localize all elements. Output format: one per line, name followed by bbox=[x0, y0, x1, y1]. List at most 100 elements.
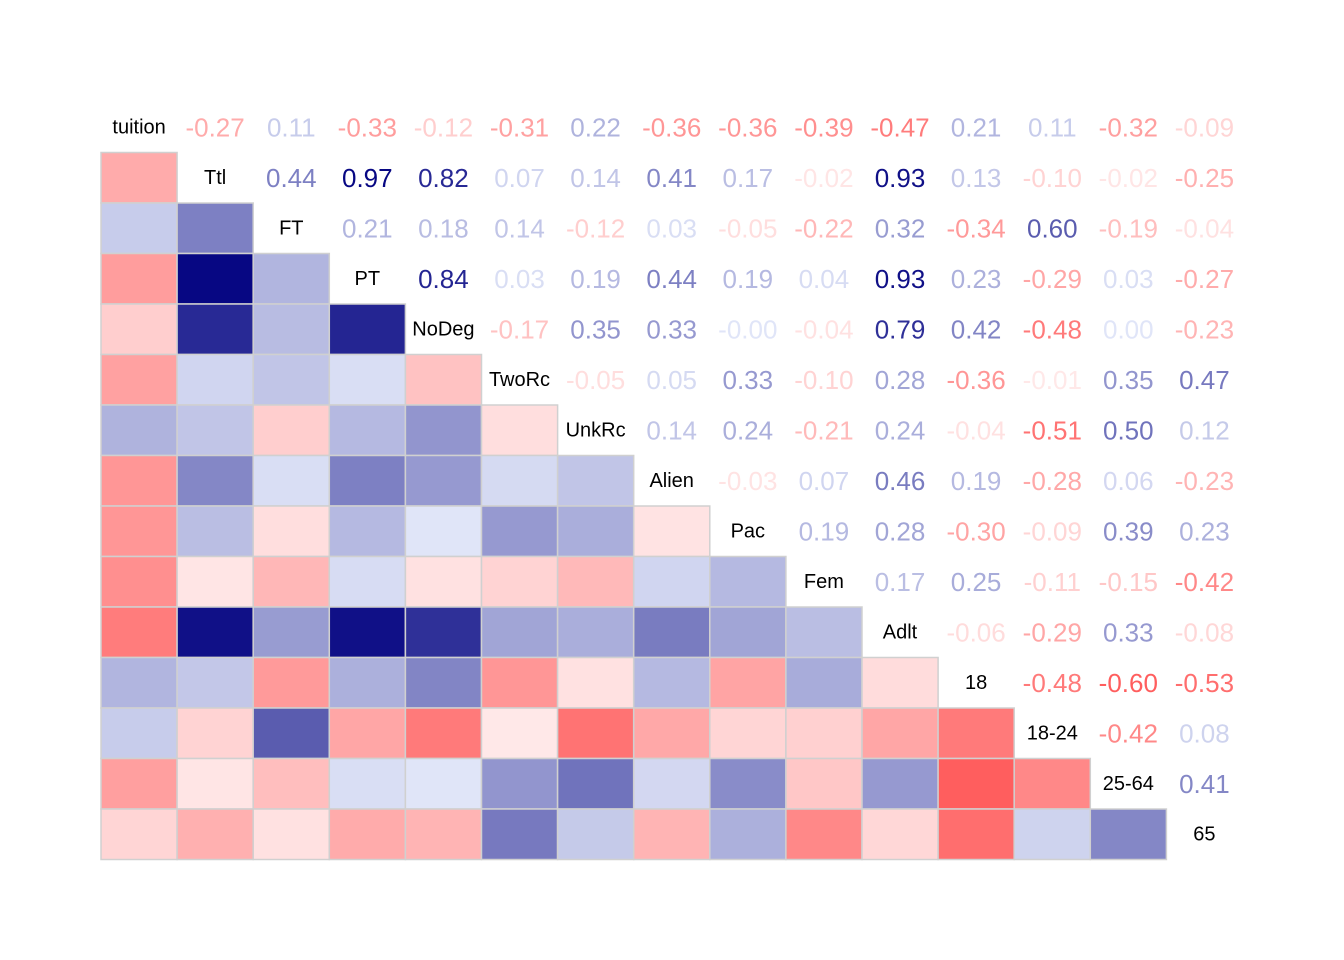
variable-label-alien: Alien bbox=[649, 470, 693, 492]
value-label-ft-pt: 0.21 bbox=[342, 213, 393, 243]
variable-label-25-64: 25-64 bbox=[1103, 773, 1154, 795]
tile-nodeg-ft bbox=[252, 303, 331, 356]
tile-18-24-18 bbox=[937, 707, 1015, 760]
value-label-ft-tworc: 0.14 bbox=[494, 213, 545, 243]
tile-18-adlt bbox=[861, 656, 939, 709]
value-label-tworc-25-64: 0.35 bbox=[1103, 365, 1154, 395]
tile-adlt-nodeg bbox=[404, 606, 483, 659]
value-label-pt-tworc: 0.03 bbox=[494, 264, 545, 294]
value-label-tworc-pac: 0.33 bbox=[722, 365, 773, 395]
value-label-nodeg-fem: -0.04 bbox=[794, 314, 853, 344]
value-label-18-18-24: -0.48 bbox=[1023, 668, 1082, 698]
tile-18-tuition bbox=[100, 656, 178, 709]
variable-label-pac: Pac bbox=[731, 520, 765, 542]
tile-18-24-ttl bbox=[176, 707, 254, 760]
tile-nodeg-ttl bbox=[176, 303, 254, 356]
tile-18-ttl bbox=[176, 656, 254, 709]
tile-25-64-pac bbox=[709, 757, 787, 810]
tile-pac-ttl bbox=[176, 505, 254, 558]
value-label-ft-65: -0.04 bbox=[1175, 213, 1234, 243]
value-label-18-24-65: 0.08 bbox=[1179, 718, 1230, 748]
tile-ttl-tuition bbox=[100, 151, 178, 204]
tile-65-alien bbox=[632, 808, 711, 861]
tile-25-64-nodeg bbox=[404, 757, 483, 810]
tile-18-24-unkrc bbox=[556, 707, 635, 760]
value-label-unkrc-fem: -0.21 bbox=[794, 415, 853, 445]
value-label-ttl-nodeg: 0.82 bbox=[418, 163, 469, 193]
variable-label-pt: PT bbox=[355, 268, 381, 290]
value-label-alien-18-24: -0.28 bbox=[1023, 466, 1082, 496]
tile-25-64-tworc bbox=[480, 757, 559, 810]
variable-label-fem: Fem bbox=[804, 571, 844, 593]
value-label-pt-fem: 0.04 bbox=[799, 264, 850, 294]
tile-alien-pt bbox=[328, 454, 407, 507]
value-label-pt-18: 0.23 bbox=[951, 264, 1002, 294]
tile-18-tworc bbox=[480, 656, 559, 709]
tile-18-unkrc bbox=[556, 656, 635, 709]
variable-label-tuition: tuition bbox=[112, 116, 165, 138]
value-label-ttl-25-64: -0.02 bbox=[1099, 163, 1158, 193]
tile-ft-ttl bbox=[176, 202, 254, 255]
tile-fem-tuition bbox=[100, 555, 178, 608]
tile-18-nodeg bbox=[404, 656, 483, 709]
tile-18-alien bbox=[632, 656, 711, 709]
value-label-tworc-18-24: -0.01 bbox=[1023, 365, 1082, 395]
tile-65-tworc bbox=[480, 808, 559, 861]
value-label-tworc-18: -0.36 bbox=[946, 365, 1005, 395]
value-label-tworc-65: 0.47 bbox=[1179, 365, 1230, 395]
value-label-tworc-alien: 0.05 bbox=[646, 365, 697, 395]
value-label-alien-adlt: 0.46 bbox=[875, 466, 926, 496]
value-label-unkrc-18: -0.04 bbox=[946, 415, 1005, 445]
tile-adlt-ft bbox=[252, 606, 331, 659]
value-label-fem-adlt: 0.17 bbox=[875, 567, 926, 597]
value-label-ttl-ft: 0.44 bbox=[266, 163, 317, 193]
tile-nodeg-pt bbox=[328, 303, 407, 356]
tile-alien-tuition bbox=[100, 454, 178, 507]
tile-25-64-tuition bbox=[100, 757, 178, 810]
tile-18-24-ft bbox=[252, 707, 331, 760]
value-label-tuition-pac: -0.36 bbox=[718, 112, 777, 142]
value-label-tuition-25-64: -0.32 bbox=[1099, 112, 1158, 142]
value-label-nodeg-alien: 0.33 bbox=[646, 314, 697, 344]
tile-pt-ft bbox=[252, 252, 331, 305]
value-label-ttl-adlt: 0.93 bbox=[875, 163, 926, 193]
value-label-25-64-65: 0.41 bbox=[1179, 769, 1230, 799]
value-label-ttl-unkrc: 0.14 bbox=[570, 163, 621, 193]
tile-tworc-ft bbox=[252, 353, 331, 406]
value-label-tworc-fem: -0.10 bbox=[794, 365, 853, 395]
tile-65-unkrc bbox=[556, 808, 635, 861]
tile-fem-ttl bbox=[176, 555, 254, 608]
tile-18-24-nodeg bbox=[404, 707, 483, 760]
tile-25-64-pt bbox=[328, 757, 407, 810]
value-label-nodeg-pac: -0.00 bbox=[718, 314, 777, 344]
value-label-pac-65: 0.23 bbox=[1179, 516, 1230, 546]
value-label-tuition-adlt: -0.47 bbox=[870, 112, 929, 142]
tile-adlt-ttl bbox=[176, 606, 254, 659]
tile-25-64-18 bbox=[937, 757, 1015, 810]
tile-25-64-fem bbox=[785, 757, 863, 810]
tile-65-pac bbox=[709, 808, 787, 861]
tile-pac-tworc bbox=[480, 505, 559, 558]
tile-tworc-pt bbox=[328, 353, 407, 406]
value-label-alien-25-64: 0.06 bbox=[1103, 466, 1154, 496]
tile-65-18-24 bbox=[1013, 808, 1092, 861]
tile-adlt-pt bbox=[328, 606, 407, 659]
value-label-ttl-65: -0.25 bbox=[1175, 163, 1234, 193]
tile-18-ft bbox=[252, 656, 331, 709]
variable-label-unkrc: UnkRc bbox=[566, 419, 626, 441]
value-label-nodeg-25-64: 0.00 bbox=[1103, 314, 1154, 344]
value-label-ft-adlt: 0.32 bbox=[875, 213, 926, 243]
tile-65-18 bbox=[937, 808, 1015, 861]
variable-label-adlt: Adlt bbox=[883, 621, 918, 643]
value-label-pt-nodeg: 0.84 bbox=[418, 264, 469, 294]
tile-pac-pt bbox=[328, 505, 407, 558]
tile-adlt-tuition bbox=[100, 606, 178, 659]
value-label-adlt-25-64: 0.33 bbox=[1103, 617, 1154, 647]
value-label-fem-18: 0.25 bbox=[951, 567, 1002, 597]
value-label-unkrc-65: 0.12 bbox=[1179, 415, 1230, 445]
value-label-tuition-ft: 0.11 bbox=[267, 112, 316, 142]
value-label-pac-fem: 0.19 bbox=[799, 516, 850, 546]
tile-unkrc-nodeg bbox=[404, 404, 483, 457]
value-label-nodeg-tworc: -0.17 bbox=[490, 314, 549, 344]
